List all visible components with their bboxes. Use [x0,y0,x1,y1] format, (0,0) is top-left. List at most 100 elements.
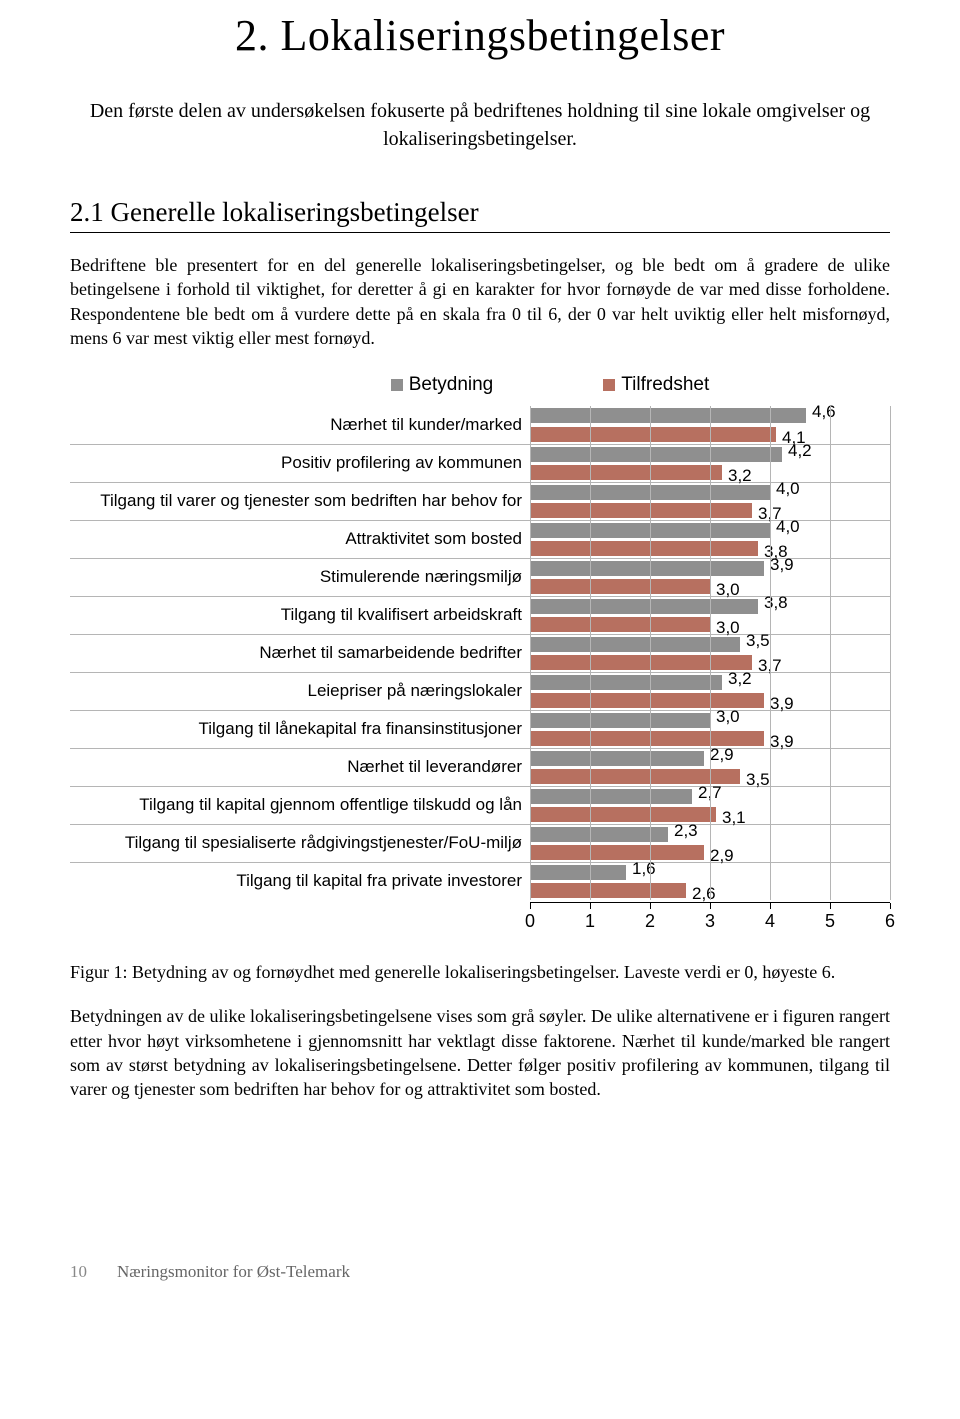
bar-value-betydning: 3,5 [746,631,770,651]
chart-row: Stimulerende næringsmiljø3,93,0 [70,558,890,596]
body-paragraph-2: Betydningen av de ulike lokaliseringsbet… [70,1004,890,1101]
bar-betydning [530,827,668,842]
row-label: Tilgang til kapital gjennom offentlige t… [70,787,530,824]
row-bars: 4,23,2 [530,445,890,482]
chart-row: Tilgang til spesialiserte rådgivingstjen… [70,824,890,862]
body-paragraph-1: Bedriftene ble presentert for en del gen… [70,253,890,350]
bar-betydning [530,599,758,614]
bar-value-betydning: 3,0 [716,707,740,727]
bar-value-betydning: 4,0 [776,517,800,537]
bar-betydning [530,751,704,766]
bar-betydning [530,485,770,500]
row-label: Tilgang til varer og tjenester som bedri… [70,483,530,520]
axis-tick: 3 [705,903,715,932]
bar-tilfredshet [530,465,722,480]
axis-tick: 0 [525,903,535,932]
footer-title: Næringsmonitor for Øst-Telemark [117,1262,350,1282]
bar-tilfredshet [530,579,710,594]
row-bars: 2,32,9 [530,825,890,862]
axis-tick: 6 [885,903,895,932]
chart-plot-area: Nærhet til kunder/marked4,64,1Positiv pr… [70,406,890,930]
legend-swatch-tilfredshet [603,379,615,391]
row-bars: 3,83,0 [530,597,890,634]
bar-value-betydning: 2,7 [698,783,722,803]
chart-row: Tilgang til lånekapital fra finansinstit… [70,710,890,748]
page-number: 10 [70,1262,87,1282]
row-label: Stimulerende næringsmiljø [70,559,530,596]
legend-item-betydning: Betydning [391,374,494,396]
page-title: 2. Lokaliseringsbetingelser [70,10,890,61]
bar-tilfredshet [530,883,686,898]
row-label: Nærhet til kunder/marked [70,406,530,444]
chart-row: Nærhet til kunder/marked4,64,1 [70,406,890,444]
chart-row: Tilgang til kapital fra private investor… [70,862,890,900]
chart-row: Nærhet til leverandører2,93,5 [70,748,890,786]
chart-legend: Betydning Tilfredshet [70,374,890,396]
row-bars: 3,53,7 [530,635,890,672]
bar-tilfredshet [530,503,752,518]
legend-label-tilfredshet: Tilfredshet [621,374,709,396]
bar-value-betydning: 3,2 [728,669,752,689]
bar-betydning [530,637,740,652]
chart-row: Leiepriser på næringslokaler3,23,9 [70,672,890,710]
row-bars: 4,03,8 [530,521,890,558]
bar-betydning [530,713,710,728]
bar-tilfredshet [530,427,776,442]
bar-value-betydning: 3,9 [770,555,794,575]
row-bars: 3,93,0 [530,559,890,596]
row-bars: 2,93,5 [530,749,890,786]
chart-row: Positiv profilering av kommunen4,23,2 [70,444,890,482]
row-label: Tilgang til lånekapital fra finansinstit… [70,711,530,748]
bar-value-betydning: 4,2 [788,441,812,461]
axis-tick: 2 [645,903,655,932]
bar-betydning [530,408,806,423]
row-bars: 3,23,9 [530,673,890,710]
chart-row: Tilgang til kvalifisert arbeidskraft3,83… [70,596,890,634]
page-footer: 10 Næringsmonitor for Øst-Telemark [70,1262,890,1282]
bar-value-betydning: 2,9 [710,745,734,765]
bar-value-betydning: 1,6 [632,859,656,879]
bar-tilfredshet [530,807,716,822]
bar-tilfredshet [530,693,764,708]
chart-row: Nærhet til samarbeidende bedrifter3,53,7 [70,634,890,672]
bar-betydning [530,865,626,880]
chart-row: Tilgang til kapital gjennom offentlige t… [70,786,890,824]
bar-value-betydning: 4,6 [812,402,836,422]
figure-caption: Figur 1: Betydning av og fornøydhet med … [70,960,890,984]
row-label: Attraktivitet som bosted [70,521,530,558]
row-bars: 2,73,1 [530,787,890,824]
chart-row: Tilgang til varer og tjenester som bedri… [70,482,890,520]
row-label: Positiv profilering av kommunen [70,445,530,482]
bar-betydning [530,447,782,462]
bar-tilfredshet [530,655,752,670]
bar-betydning [530,789,692,804]
row-bars: 4,03,7 [530,483,890,520]
bar-tilfredshet [530,731,764,746]
bar-value-betydning: 3,8 [764,593,788,613]
section-heading: 2.1 Generelle lokaliseringsbetingelser [70,197,890,233]
row-bars: 3,03,9 [530,711,890,748]
axis-tick: 1 [585,903,595,932]
row-label: Tilgang til kvalifisert arbeidskraft [70,597,530,634]
bar-betydning [530,523,770,538]
row-label: Nærhet til samarbeidende bedrifter [70,635,530,672]
bar-betydning [530,675,722,690]
x-axis: 0123456 [70,902,890,930]
legend-swatch-betydning [391,379,403,391]
chart-container: Betydning Tilfredshet Nærhet til kunder/… [70,374,890,930]
bar-value-tilfredshet: 2,6 [692,884,716,904]
legend-label-betydning: Betydning [409,374,494,396]
row-label: Tilgang til spesialiserte rådgivingstjen… [70,825,530,862]
chart-row: Attraktivitet som bosted4,03,8 [70,520,890,558]
legend-item-tilfredshet: Tilfredshet [603,374,709,396]
row-label: Nærhet til leverandører [70,749,530,786]
bar-tilfredshet [530,845,704,860]
intro-paragraph: Den første delen av undersøkelsen fokuse… [70,97,890,153]
bar-value-betydning: 4,0 [776,479,800,499]
row-bars: 4,64,1 [530,406,890,444]
row-label: Tilgang til kapital fra private investor… [70,863,530,900]
bar-tilfredshet [530,617,710,632]
bar-betydning [530,561,764,576]
bar-tilfredshet [530,769,740,784]
bar-value-betydning: 2,3 [674,821,698,841]
